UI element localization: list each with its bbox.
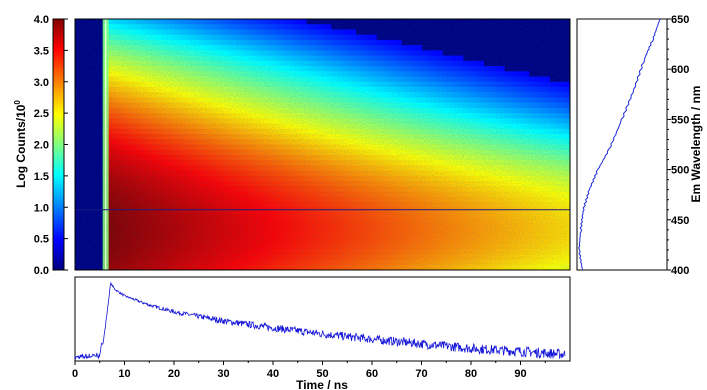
colorbar-label-superscript: 0 xyxy=(13,100,22,105)
colorbar-tick-label: 0.0 xyxy=(34,265,49,277)
colorbar-tick-label: 4.0 xyxy=(34,14,49,26)
colorbar-tick-label: 1.0 xyxy=(34,202,49,214)
colorbar-tick-label: 1.5 xyxy=(34,171,49,183)
colorbar-tick-label: 2.0 xyxy=(34,140,49,152)
colorbar-tick-label: 2.5 xyxy=(34,108,49,120)
heatmap xyxy=(74,18,571,271)
heatmap-marks xyxy=(75,19,570,270)
colorbar-label: Log Counts/100 xyxy=(13,100,28,188)
colorbar: 0.0 0.5 1.0 1.5 2.0 2.5 3.0 3.5 4.0 Log Counts/1… xyxy=(13,14,68,277)
colorbar-gradient xyxy=(52,18,65,271)
colorbar-ticks: 0.0 0.5 1.0 1.5 2.0 2.5 3.0 3.5 4.0 xyxy=(34,14,68,277)
colorbar-tick-label: 0.5 xyxy=(34,234,49,246)
colorbar-tick-label: 3.0 xyxy=(34,77,49,89)
colorbar-tick-label: 3.5 xyxy=(34,45,49,57)
colorbar-label-text: Log Counts/10 xyxy=(14,104,28,188)
